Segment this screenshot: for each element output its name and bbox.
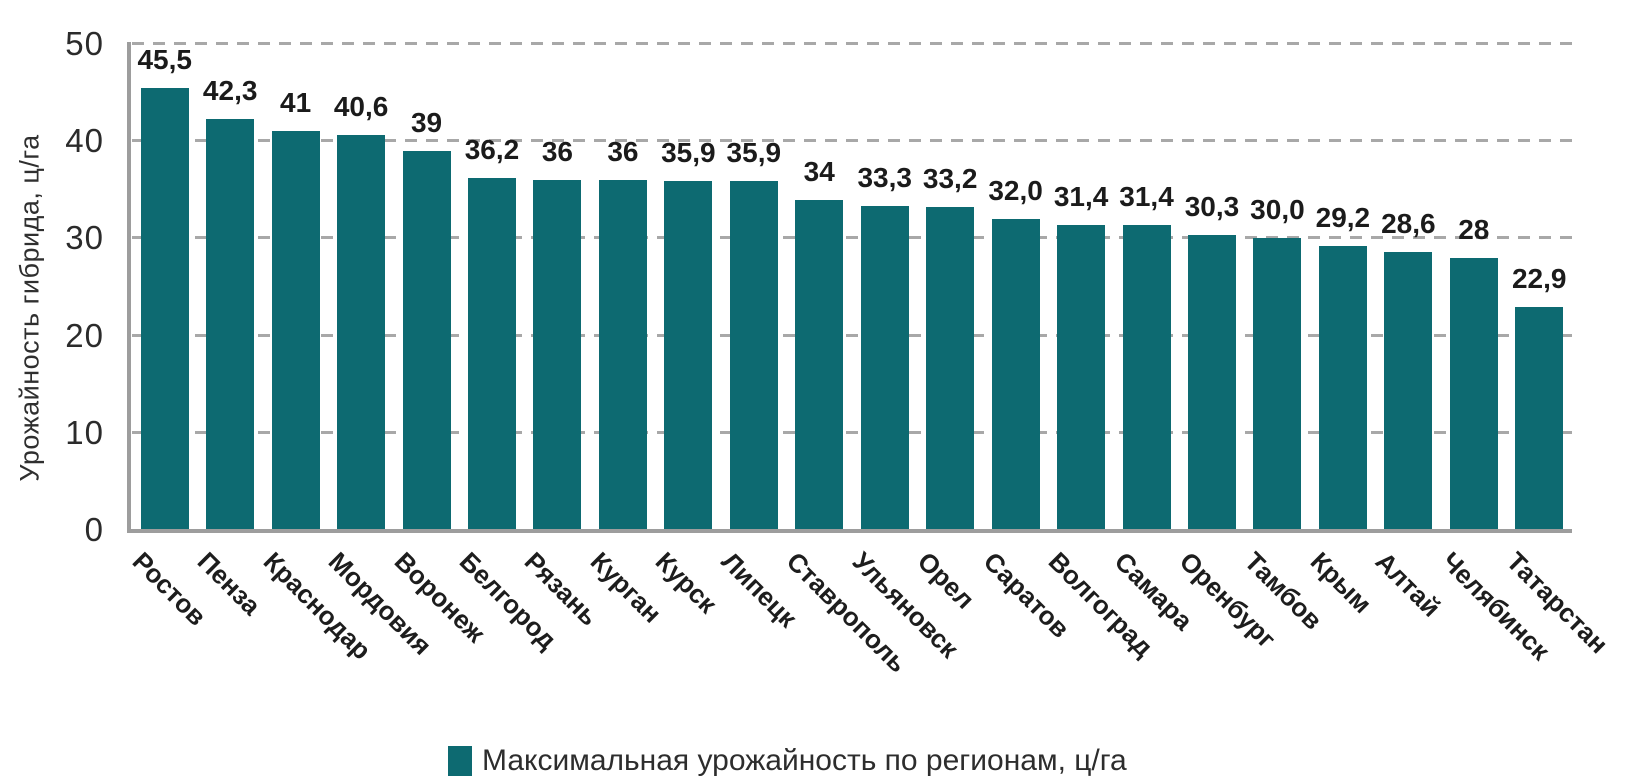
bar-value-label: 31,4	[1119, 180, 1174, 212]
bar-group-7: 36 Курган	[585, 44, 668, 629]
gridline-20	[132, 333, 1572, 337]
bar-group-16: 30,3 Оренбург	[1174, 44, 1282, 654]
bar-group-5: 36,2 Белгород	[454, 44, 563, 655]
bar	[598, 180, 647, 530]
bar-value-label: 34	[803, 155, 835, 187]
bar-group-8: 35,9 Курск	[650, 44, 723, 619]
bar-value-label: 29,2	[1315, 202, 1371, 234]
bar	[729, 181, 778, 530]
bar-value-label: 31,4	[1053, 180, 1109, 212]
bar	[1187, 235, 1236, 530]
y-tick-label-10: 10	[65, 413, 104, 451]
bar-group-6: 36 Рязань	[519, 44, 604, 631]
bar	[1253, 238, 1302, 530]
bar-group-14: 31,4 Волгоград	[1043, 44, 1159, 663]
bar-value-label: 36,2	[464, 134, 520, 166]
bar	[795, 199, 844, 530]
bar	[206, 118, 255, 530]
bars-layer: 45,5 Ростов 42,3 Пенза 41 Краснодар 40,6 Мордов…	[127, 43, 1615, 679]
gridline-30	[132, 236, 1572, 240]
bar-value-label: 33,3	[857, 162, 912, 194]
gridline-40	[132, 139, 1572, 143]
bar	[1449, 257, 1498, 530]
bar-group-3: 40,6 Мордовия	[323, 44, 438, 660]
bar	[1122, 224, 1171, 530]
bar-value-label: 30,3	[1184, 191, 1240, 223]
legend-color-swatch-icon	[448, 746, 472, 776]
bar-value-label: 36	[541, 136, 574, 168]
bar-group-1: 42,3 Пенза	[192, 44, 267, 621]
bar	[664, 181, 713, 530]
bar-value-label: 42,3	[202, 74, 258, 106]
bar-group-13: 32,0 Саратов	[977, 44, 1075, 644]
bar-value-label: 35,9	[726, 137, 782, 169]
legend-label: Максимальная урожайность по регионам, ц/…	[482, 744, 1127, 776]
bar-value-label: 45,5	[137, 43, 192, 75]
bar-group-15: 31,4 Самара	[1108, 44, 1198, 636]
bar-value-label: 39	[410, 106, 443, 138]
bar-value-label: 30,0	[1250, 194, 1305, 226]
bar-group-21: 22,9 Татарстан	[1501, 44, 1614, 659]
bar	[337, 135, 386, 530]
bar-group-10: 34 Ставрополь	[781, 44, 913, 679]
bar	[140, 87, 189, 530]
bar	[1318, 246, 1367, 530]
bar-group-2: 41 Краснодар	[257, 44, 376, 665]
bar-value-label: 28	[1458, 213, 1490, 245]
bar	[1057, 224, 1106, 530]
bar-value-label: 32,0	[988, 174, 1043, 206]
bar-group-4: 39 Воронеж	[388, 44, 490, 648]
bar	[533, 180, 582, 530]
bar-value-label: 41	[280, 87, 312, 119]
bar-value-label: 22,9	[1511, 263, 1567, 295]
bar	[860, 206, 909, 530]
bar	[402, 150, 451, 530]
bar	[926, 207, 975, 530]
bar-group-18: 29,2 Крым	[1305, 44, 1378, 619]
bar	[1515, 307, 1564, 530]
y-tick-label-30: 30	[65, 219, 104, 257]
bar-group-9: 35,9 Липецк	[716, 44, 803, 633]
bar-value-label: 33,2	[922, 163, 978, 195]
bar-group-17: 30,0 Тамбов	[1239, 44, 1328, 635]
y-tick-label-0: 0	[84, 511, 104, 548]
plot-area: 0 10 20 30 40 50 45,5 Ростов 42,3 Пенза 41 Краснод…	[65, 27, 1615, 679]
bar	[467, 178, 516, 530]
y-tick-label-20: 20	[65, 316, 104, 354]
bar-group-20: 28 Челябинск	[1436, 44, 1556, 666]
bar-value-label: 28,6	[1381, 208, 1436, 240]
bar	[991, 218, 1040, 530]
bar-value-label: 35,9	[661, 137, 716, 169]
x-axis-label: Алтай	[1370, 546, 1447, 623]
y-axis-line	[127, 42, 131, 532]
x-axis-line	[127, 529, 1572, 533]
y-tick-label-40: 40	[65, 122, 104, 160]
bar	[1384, 252, 1433, 530]
bar-value-label: 40,6	[333, 91, 389, 123]
y-tick-label-50: 50	[65, 25, 104, 62]
bar-group-11: 33,3 Ульяновск	[846, 44, 964, 663]
legend: Максимальная урожайность по регионам, ц/…	[448, 744, 1127, 776]
gridline-50	[132, 42, 1572, 45]
bar-group-0: 45,5 Ростов	[127, 43, 213, 632]
bar-group-12: 33,2 Орел	[912, 44, 982, 614]
bar-group-19: 28,6 Алтай	[1370, 44, 1447, 623]
gridline-10	[132, 430, 1572, 434]
bar	[271, 131, 320, 530]
bar-value-label: 36	[607, 136, 639, 168]
